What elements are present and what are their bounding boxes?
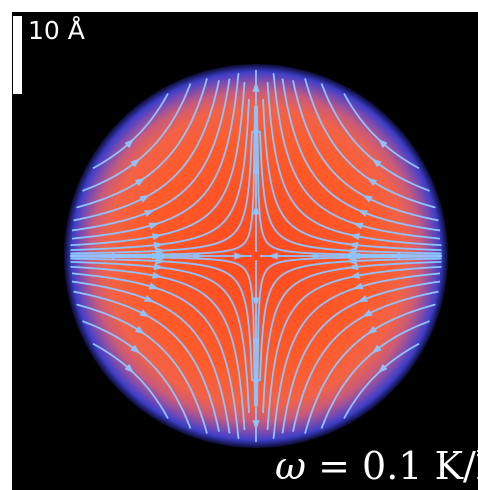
rotation-rate-label: ω = 0.1 K/ħ [275, 447, 478, 485]
streamline-arrow [111, 252, 122, 260]
streamline-arrow [153, 241, 164, 249]
scale-bar-label: 10 Å [28, 16, 85, 45]
condensate-disk [64, 64, 448, 448]
streamline-arrow [252, 338, 260, 349]
streamline-arrow [346, 247, 357, 255]
streamline-arrow [134, 177, 146, 186]
streamline-arrow [151, 271, 163, 279]
streamline-arrow [366, 177, 378, 186]
streamline-arrow [139, 309, 150, 318]
streamline-arrow [362, 194, 373, 203]
streamline-arrow [124, 138, 135, 148]
streamline-arrowheads [111, 81, 401, 431]
streamline-arrow [193, 252, 204, 260]
streamline-arrow [371, 344, 382, 354]
streamline-arrow [152, 252, 163, 260]
streamline-arrow [134, 326, 146, 335]
streamline-arrow [308, 252, 319, 260]
streamline-arrow [155, 247, 166, 255]
streamline-arrow [348, 263, 359, 271]
left-border [0, 0, 12, 490]
streamline-arrow [252, 379, 260, 390]
streamline-arrow [357, 209, 368, 217]
streamline-arrow [252, 420, 260, 431]
streamline-arrow [346, 257, 357, 265]
streamline-arrow [348, 241, 359, 249]
streamline-arrow [234, 252, 245, 260]
streamline-arrow [130, 158, 141, 168]
streamline-arrow [139, 194, 150, 203]
streamline-arrow [151, 233, 163, 241]
streamline-arrow [144, 209, 155, 217]
streamline-arrow [252, 297, 260, 308]
streamline-arrow [390, 252, 401, 260]
streamline-arrow [252, 163, 260, 174]
scale-bar [13, 16, 22, 94]
streamline-arrow [366, 326, 378, 335]
streamline-arrow [349, 252, 360, 260]
streamline-arrow [349, 233, 361, 241]
equals-sign: = [318, 444, 350, 488]
streamline-arrow [155, 257, 166, 265]
omega-symbol: ω [275, 444, 306, 488]
streamline-arrow [377, 138, 388, 148]
top-border [0, 0, 478, 12]
streamline-arrow [352, 282, 364, 290]
streamline-arrow [124, 364, 135, 374]
streamline-arrow [144, 295, 155, 303]
streamline-arrow [267, 252, 278, 260]
rotation-unit: K/ħ [434, 444, 478, 488]
streamline-arrow [362, 309, 373, 318]
streamline-arrow [349, 271, 361, 279]
streamline-arrow [371, 158, 382, 168]
streamline-arrow [148, 222, 160, 230]
streamline-arrow [130, 344, 141, 354]
streamline-arrow [148, 282, 160, 290]
rotation-value: 0.1 [362, 444, 423, 488]
streamline-arrow [352, 222, 364, 230]
streamline-arrow [252, 204, 260, 215]
streamline-arrow [377, 364, 388, 374]
streamline-arrow [357, 295, 368, 303]
streamline-arrow [252, 122, 260, 133]
streamline-arrow [252, 81, 260, 92]
streamline-arrow [153, 263, 164, 271]
